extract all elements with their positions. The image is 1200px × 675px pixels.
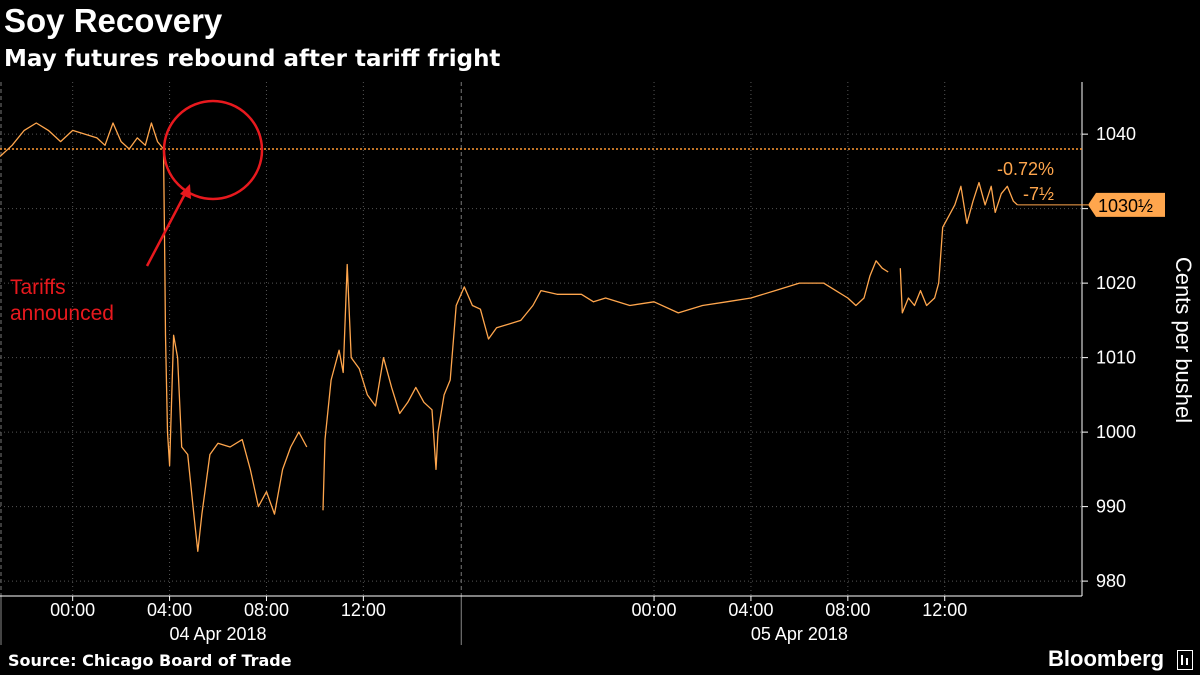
annotation-circle [162, 99, 264, 201]
y-tick-label: 990 [1096, 497, 1126, 517]
y-tick-label: 1010 [1096, 348, 1136, 368]
change-percent-label: -0.72% [997, 159, 1054, 179]
last-value-label: 1030½ [1098, 196, 1153, 216]
x-tick-label: 00:00 [50, 600, 95, 620]
chart-title: Soy Recovery [4, 2, 223, 39]
last-value-tag [1088, 192, 1165, 217]
annotation-text: announced [10, 302, 114, 325]
x-date-label: 04 Apr 2018 [169, 624, 266, 644]
y-tick-label: 1040 [1096, 124, 1136, 144]
annotation-arrow [145, 191, 188, 267]
bloomberg-terminal-icon [1177, 650, 1193, 670]
x-tick-label: 04:00 [728, 600, 773, 620]
y-axis-label: Cents per bushel [1171, 257, 1196, 423]
price-series-line [899, 181, 1018, 314]
x-tick-label: 08:00 [825, 600, 870, 620]
y-tick-label: 1000 [1096, 422, 1136, 442]
brand-logo: Bloomberg [1048, 646, 1165, 671]
y-tick-label: 1020 [1096, 273, 1136, 293]
x-date-label: 05 Apr 2018 [751, 624, 848, 644]
source-note: Source: Chicago Board of Trade [8, 651, 292, 670]
y-tick-label: 980 [1096, 571, 1126, 591]
x-tick-label: 00:00 [632, 600, 677, 620]
x-tick-label: 12:00 [341, 600, 386, 620]
price-series-line [322, 260, 889, 511]
annotation-text: Tariffs [10, 276, 66, 299]
x-tick-label: 08:00 [244, 600, 289, 620]
price-series-line [0, 122, 308, 552]
x-tick-label: 12:00 [922, 600, 967, 620]
chart-subtitle: May futures rebound after tariff fright [4, 46, 501, 72]
x-tick-label: 04:00 [147, 600, 192, 620]
annotation-arrowhead [180, 184, 191, 199]
change-value-label: -7½ [1023, 184, 1054, 204]
